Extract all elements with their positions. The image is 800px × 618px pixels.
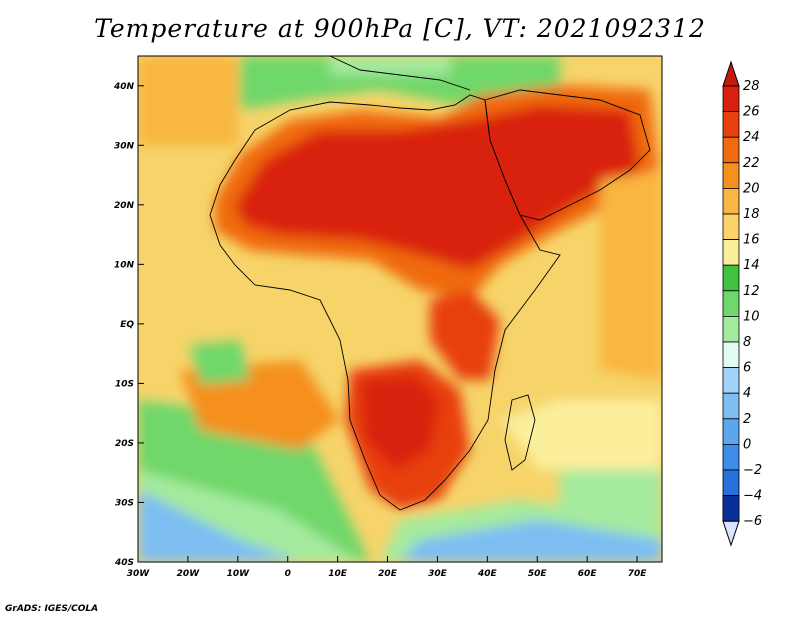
x-tick-label: 40E: [477, 569, 498, 579]
colorbar-swatch: [722, 111, 740, 138]
colorbar-label: 28: [743, 79, 760, 94]
colorbar-label: 18: [743, 207, 760, 222]
colorbar-label: 12: [743, 284, 760, 299]
colorbar-swatch: [722, 264, 740, 292]
y-axis-ticks: 40N 30N 20N 10N EQ 10S 20S 30S 40S: [113, 82, 144, 568]
y-tick-label: 10S: [115, 379, 134, 389]
x-tick-label: 60E: [578, 569, 598, 579]
colorbar-label: 14: [743, 258, 760, 273]
colorbar-label: 0: [743, 437, 751, 452]
temperature-field: [138, 56, 662, 562]
colorbar-label: 24: [743, 130, 760, 145]
colorbar-swatch: [722, 187, 740, 215]
colorbar-label: 6: [743, 361, 751, 376]
x-tick-label: 20E: [378, 569, 398, 579]
colorbar-label: −6: [743, 514, 762, 529]
colorbar-label: 22: [743, 156, 760, 171]
y-tick-label: 20N: [114, 201, 135, 211]
colorbar-label: 10: [743, 309, 760, 324]
map-frame: [137, 55, 663, 563]
colorbar-swatch: [722, 443, 740, 471]
colorbar-swatch: [722, 290, 740, 317]
y-tick-label: 30N: [114, 141, 135, 151]
colorbar-swatch: [722, 315, 740, 343]
x-axis-ticks: 30W 20W 10W 0 10E 20E 30E 40E 50E 60E 70E: [127, 556, 647, 579]
y-tick-label: 40S: [114, 558, 134, 568]
y-tick-label: 40N: [113, 82, 135, 92]
x-tick-label: 50E: [528, 569, 548, 579]
colorbar-swatch: [722, 469, 740, 497]
colorbar-label: −2: [743, 463, 762, 478]
colorbar-swatch: [722, 495, 740, 522]
colorbar-swatch: [722, 162, 740, 189]
colorbar-label: 20: [743, 181, 760, 196]
x-tick-label: 70E: [628, 569, 648, 579]
colorbar-top-arrow: [722, 60, 740, 87]
colorbar-swatch: [722, 418, 740, 445]
y-tick-label: EQ: [120, 320, 134, 330]
plot-title: Temperature at 900hPa [C], VT: 202109231…: [94, 14, 706, 43]
x-tick-label: 30E: [428, 569, 448, 579]
colorbar-swatch: [722, 239, 740, 266]
x-tick-label: 0: [285, 569, 291, 579]
colorbar-swatch: [722, 213, 740, 241]
coastline-outlines: [209, 56, 651, 511]
grads-credit: GrADS: IGES/COLA: [5, 604, 99, 614]
colorbar-label: 4: [743, 386, 751, 401]
x-tick-label: 10E: [328, 569, 348, 579]
colorbar-label: 26: [743, 105, 760, 120]
x-tick-label: 10W: [227, 569, 251, 579]
colorbar-label: −4: [743, 489, 762, 504]
colorbar-label: 2: [743, 412, 751, 427]
colorbar-swatch: [722, 85, 740, 113]
colorbar-label: 8: [743, 335, 751, 350]
y-tick-label: 10N: [114, 260, 135, 270]
colorbar-swatch: [722, 367, 740, 394]
colorbar-bottom-arrow: [722, 520, 740, 547]
x-tick-label: 30W: [127, 569, 151, 579]
colorbar-label: 16: [743, 233, 760, 248]
colorbar-swatch: [722, 136, 740, 164]
x-tick-label: 20W: [177, 569, 201, 579]
y-tick-label: 20S: [115, 439, 134, 449]
colorbar-swatch: [722, 392, 740, 420]
y-tick-label: 30S: [115, 498, 134, 508]
colorbar-swatch: [722, 341, 740, 369]
